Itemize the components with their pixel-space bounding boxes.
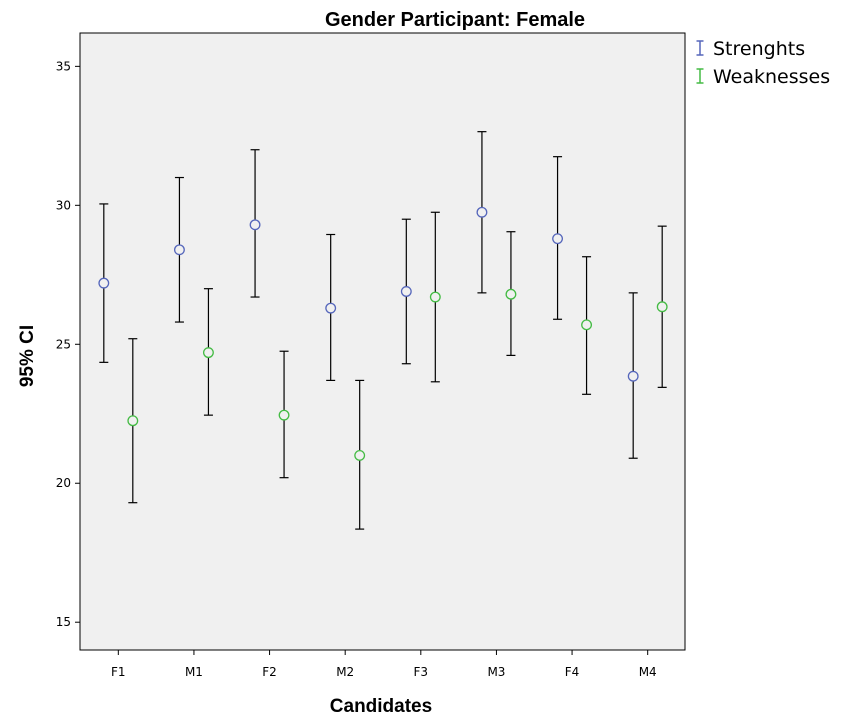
x-tick-label: M4 [639,665,657,679]
mean-point [505,288,517,300]
mean-point [354,450,366,461]
mean-point [98,277,110,289]
error-bar-weaknesses-m3 [505,231,517,356]
error-bar-strenghts-f3 [400,218,412,365]
y-axis: 15 20 25 30 35 [56,59,80,629]
mean-point [627,370,639,382]
x-tick-label: M2 [336,665,354,679]
mean-point [278,409,290,421]
x-tick-label: F1 [111,665,126,679]
error-bar-strenghts-m4 [627,292,639,459]
mean-point [127,415,139,427]
mean-point [249,219,261,231]
error-bar-weaknesses-m4 [656,225,668,388]
x-axis-title: Candidates [330,696,432,717]
y-tick-label: 35 [56,59,71,73]
legend-label: Weaknesses [713,66,830,88]
error-bar-weaknesses-m1 [202,288,214,416]
y-tick-label: 15 [56,615,71,629]
error-bar-strenghts-f4 [552,156,564,320]
mean-point [173,244,185,256]
error-bar-weaknesses-m2 [354,379,366,530]
error-bar-strenghts-m3 [476,131,488,294]
mean-point [400,286,412,297]
error-bar-strenghts-m2 [325,233,337,382]
chart-title: Gender Participant: Female [325,9,585,31]
y-tick-label: 30 [56,198,71,212]
error-bar-weaknesses-f2 [278,350,290,479]
error-bar-strenghts-f1 [98,203,110,363]
x-tick-label: F2 [262,665,277,679]
error-bar-weaknesses-f1 [127,338,139,504]
error-bar-strenghts-m1 [173,176,185,323]
error-bar-weaknesses-f4 [581,256,593,395]
mean-point [429,291,441,303]
error-bar-strenghts-f2 [249,149,261,298]
x-tick-label: F4 [565,665,580,679]
y-tick-label: 25 [56,337,71,351]
y-axis-title: 95% CI [17,325,38,387]
x-axis: F1 M1 F2 M2 F3 M3 F4 M4 [111,650,657,679]
legend-label: Strenghts [713,38,805,60]
mean-point [552,233,564,245]
x-tick-label: M1 [185,665,203,679]
mean-point [581,319,593,331]
mean-point [202,347,214,359]
legend-item-weaknesses: Weaknesses [696,66,830,88]
legend-item-strenghts: Strenghts [696,38,805,60]
error-bar-weaknesses-f3 [429,211,441,383]
legend: Strenghts Weaknesses [696,38,830,88]
y-tick-label: 20 [56,476,71,490]
data-marks [98,131,668,530]
x-tick-label: M3 [487,665,505,679]
plot-area [79,32,686,651]
mean-point [325,302,337,314]
x-tick-label: F3 [414,665,429,679]
mean-point [656,301,668,313]
mean-point [476,206,488,218]
